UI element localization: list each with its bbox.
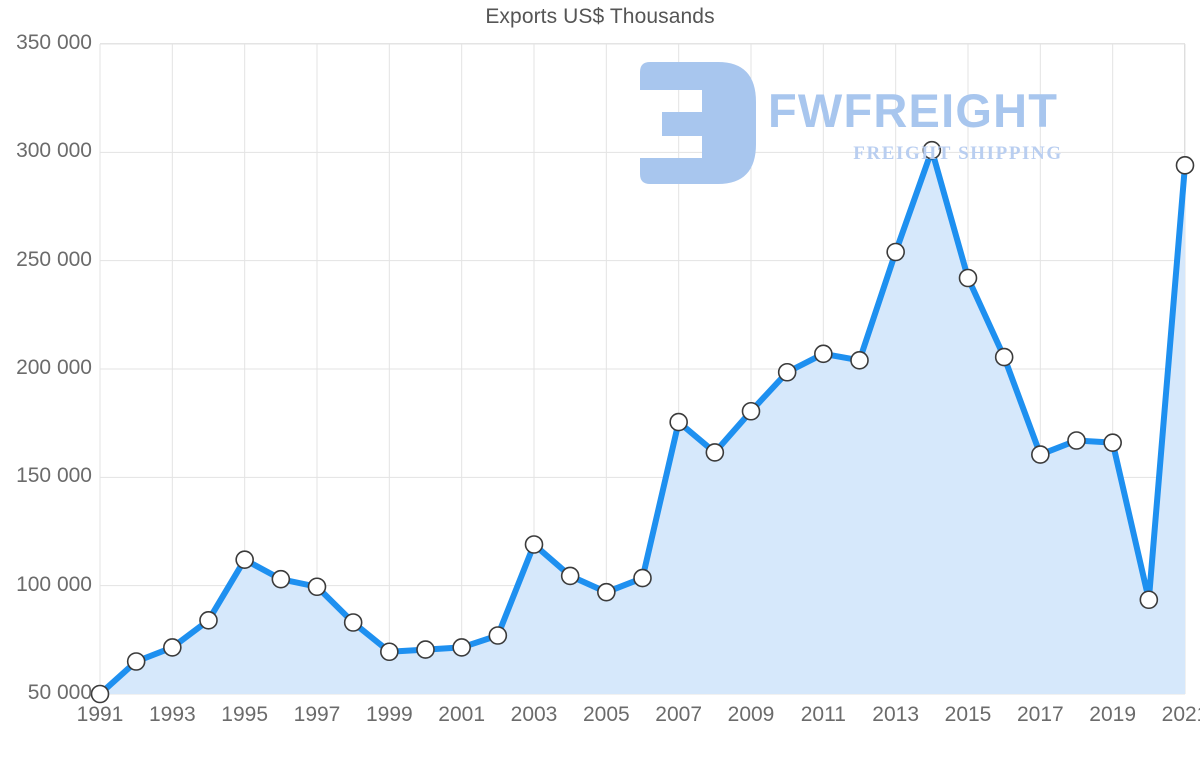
x-axis-tick-label: 2011 xyxy=(800,703,846,726)
y-axis-tick-label: 300 000 xyxy=(16,139,92,163)
x-axis-tick-label: 1997 xyxy=(293,703,341,726)
x-axis-tick-label: 2013 xyxy=(872,703,920,726)
x-axis-tick-label: 2015 xyxy=(944,703,992,726)
y-axis-tick-label: 350 000 xyxy=(16,31,92,54)
x-axis-tick-label: 2017 xyxy=(1016,703,1064,726)
series-exports xyxy=(90,140,1195,704)
x-axis-tick-label: 2009 xyxy=(727,703,775,726)
y-axis-tick-label: 250 000 xyxy=(16,247,92,271)
x-axis-tick-label: 2019 xyxy=(1089,703,1137,726)
x-axis-tick-label: 2005 xyxy=(582,703,630,726)
page-title: Exports US$ Thousands xyxy=(485,5,715,28)
y-axis-tick-label: 200 000 xyxy=(16,356,92,379)
x-axis-tick-label: 2003 xyxy=(510,703,558,726)
x-axis-tick-label: 1993 xyxy=(148,703,196,726)
x-axis-tick-label: 2001 xyxy=(438,703,486,726)
y-axis-tick-label: 50 000 xyxy=(27,681,92,704)
plot-area xyxy=(90,43,1195,704)
x-axis-tick-label: 1999 xyxy=(365,703,413,726)
x-axis-tick-label: 2021 xyxy=(1161,703,1200,726)
x-axis-tick-label: 1991 xyxy=(76,703,124,726)
x-axis-tick-label: 1995 xyxy=(221,703,269,726)
y-axis-tick-label: 100 000 xyxy=(16,572,92,596)
x-axis-tick-label: 2007 xyxy=(655,703,703,726)
y-axis-tick-label: 150 000 xyxy=(16,464,92,488)
y-axis-labels: 50 000 100 000 150 000 200 000 250 000 300 00… xyxy=(0,0,92,763)
